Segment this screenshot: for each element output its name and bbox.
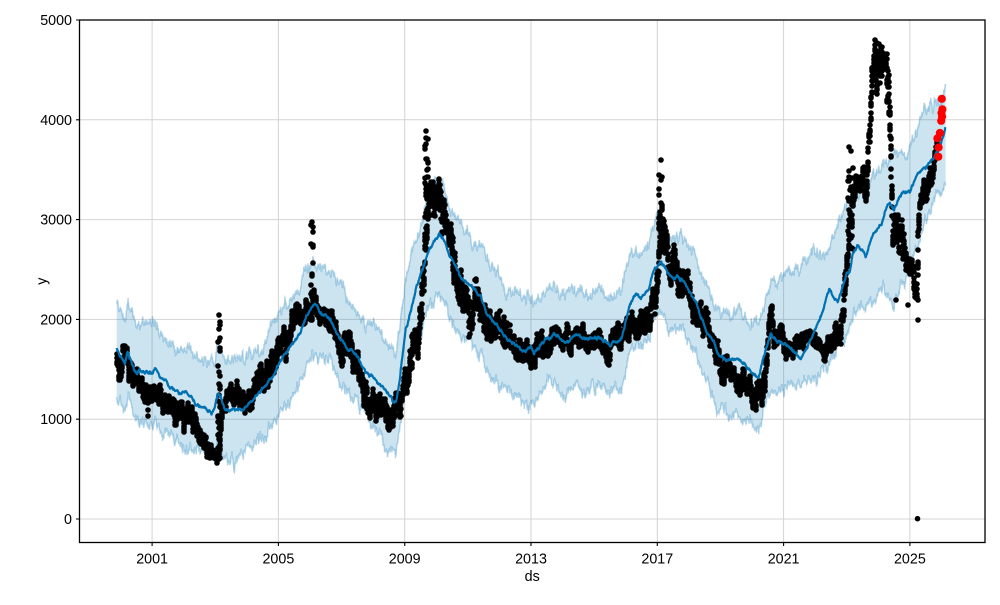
svg-text:1000: 1000 <box>40 412 72 428</box>
svg-text:2001: 2001 <box>136 552 168 568</box>
svg-text:2013: 2013 <box>515 552 547 568</box>
svg-text:2025: 2025 <box>894 552 926 568</box>
svg-text:y: y <box>35 277 51 285</box>
svg-text:2009: 2009 <box>389 552 421 568</box>
svg-text:3000: 3000 <box>40 213 72 229</box>
svg-text:2017: 2017 <box>641 552 673 568</box>
svg-text:2000: 2000 <box>40 312 72 328</box>
svg-text:2021: 2021 <box>768 552 800 568</box>
svg-text:2005: 2005 <box>262 552 294 568</box>
svg-text:ds: ds <box>525 569 540 585</box>
svg-text:4000: 4000 <box>40 113 72 129</box>
svg-text:0: 0 <box>64 512 72 528</box>
svg-text:5000: 5000 <box>40 13 72 29</box>
